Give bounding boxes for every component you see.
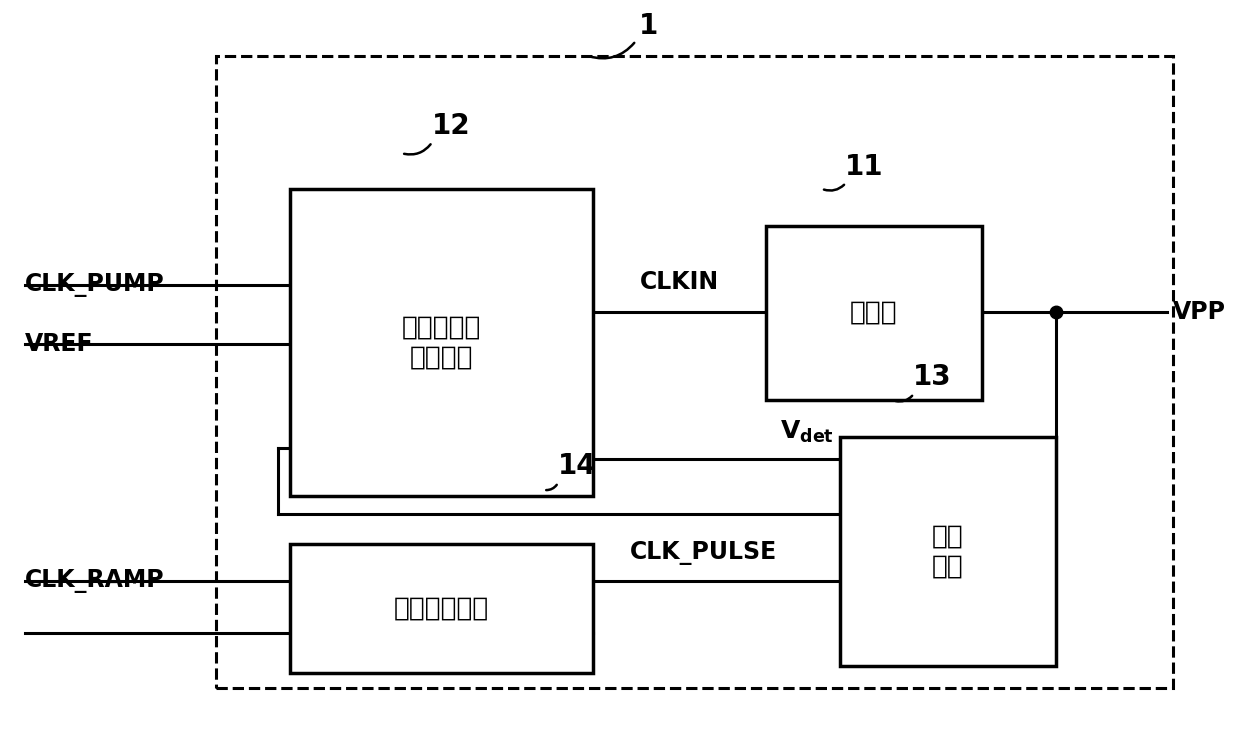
Text: 脉冲发生单元: 脉冲发生单元 [394,596,489,622]
Text: 1: 1 [639,12,658,40]
Text: 11: 11 [846,152,884,181]
Text: 检测
单元: 检测 单元 [932,523,963,579]
Bar [766,226,982,400]
Bar [839,437,1056,666]
Bar [290,189,593,496]
Text: 12: 12 [432,112,470,140]
Text: 13: 13 [913,363,952,391]
Text: VPP: VPP [1173,300,1226,324]
Text: 电荷泵: 电荷泵 [849,300,898,326]
Text: CLK_PULSE: CLK_PULSE [630,541,777,565]
Text: CLK_RAMP: CLK_RAMP [25,569,165,593]
Bar [216,56,1173,688]
Text: 14: 14 [558,452,596,480]
Text: 电荷泵时钟
控制单元: 电荷泵时钟 控制单元 [402,314,481,370]
Text: VREF: VREF [25,332,93,356]
Text: CLK_PUMP: CLK_PUMP [25,273,165,297]
Text: $\mathregular{V_{det}}$: $\mathregular{V_{det}}$ [780,420,833,445]
Bar [290,544,593,673]
Text: CLKIN: CLKIN [640,270,719,294]
